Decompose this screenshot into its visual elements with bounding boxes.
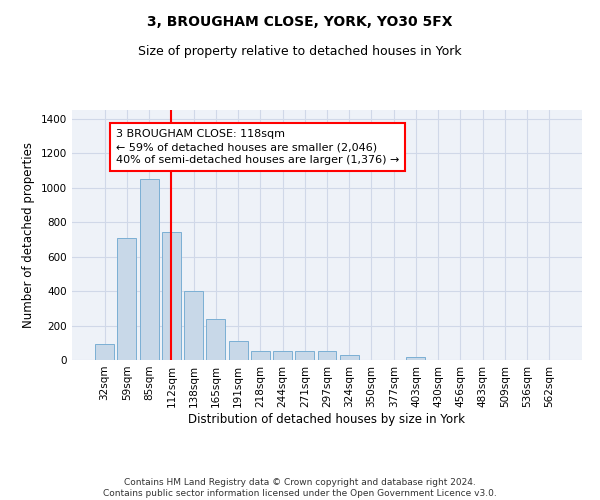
Bar (295, 352, 314, 360)
Y-axis label: Number of detached properties: Number of detached properties (22, 142, 35, 328)
Bar (317, 352, 337, 360)
Bar (229, 341, 248, 360)
Text: Contains HM Land Registry data © Crown copyright and database right 2024.
Contai: Contains HM Land Registry data © Crown c… (103, 478, 497, 498)
X-axis label: Distribution of detached houses by size in York: Distribution of detached houses by size … (188, 412, 466, 426)
Bar (340, 355, 359, 360)
Bar (95, 344, 114, 360)
Bar (251, 350, 270, 360)
Bar (184, 291, 203, 360)
Bar (273, 350, 292, 360)
Text: 3, BROUGHAM CLOSE, YORK, YO30 5FX: 3, BROUGHAM CLOSE, YORK, YO30 5FX (147, 15, 453, 29)
Bar (206, 318, 225, 360)
Text: Size of property relative to detached houses in York: Size of property relative to detached ho… (138, 45, 462, 58)
Bar (118, 238, 136, 360)
Bar (406, 356, 425, 360)
Bar (140, 179, 158, 360)
Bar (162, 232, 181, 360)
Text: 3 BROUGHAM CLOSE: 118sqm
← 59% of detached houses are smaller (2,046)
40% of sem: 3 BROUGHAM CLOSE: 118sqm ← 59% of detach… (116, 129, 399, 166)
